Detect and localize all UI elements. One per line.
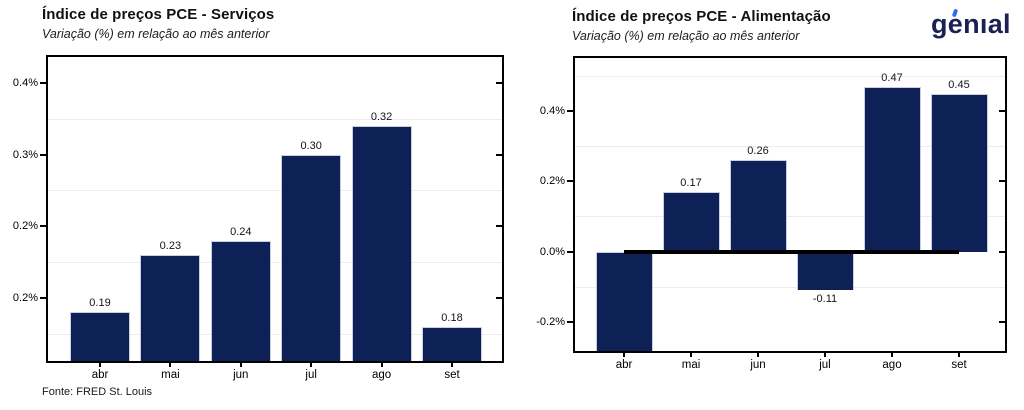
x-tick-label-ago: ago [882, 359, 902, 371]
bar-jun [729, 160, 787, 252]
bar-jun [210, 240, 271, 361]
source-note: Fonte: FRED St. Louis [42, 386, 153, 398]
genial-logo-text: genıal [931, 9, 1011, 39]
bar-value-label: -0.11 [812, 293, 838, 306]
y-axis-tick-right [496, 225, 502, 228]
x-axis-tick [623, 353, 625, 357]
bar-value-label: 0.23 [159, 239, 182, 252]
x-axis-tick [958, 353, 960, 357]
y-axis-tick [567, 250, 573, 253]
x-tick-label-ago: ago [372, 369, 392, 381]
x-tick-label-set: set [444, 369, 460, 381]
y-axis-tick-right [496, 81, 502, 84]
y-axis-tick-right [496, 153, 502, 156]
zero-line [624, 249, 959, 254]
y-axis-tick-right [999, 180, 1005, 183]
y-tick-label: 0.0% [539, 245, 565, 258]
gridline [575, 286, 1005, 288]
x-axis-tick [169, 363, 172, 367]
bar-value-label: 0.32 [370, 110, 393, 123]
gridline [48, 262, 502, 264]
y-axis-tick-right [496, 296, 502, 299]
gridline [575, 216, 1005, 218]
bar-jul [796, 251, 854, 291]
y-tick-label: 0.2% [12, 291, 38, 304]
y-axis-tick [40, 296, 46, 299]
bar-value-label: 0.18 [441, 311, 463, 324]
chart-subtitle-servicos: Variação (%) em relação ao mês anterior [42, 27, 270, 41]
bar-value-label: 0.30 [300, 139, 322, 152]
y-tick-label: 0.4% [12, 76, 38, 89]
x-tick-label-mai: mai [161, 369, 180, 381]
x-axis-tick [239, 363, 242, 367]
y-tick-label: 0.3% [12, 148, 38, 161]
gridline [48, 190, 502, 192]
y-tick-label: 0.2% [12, 220, 38, 233]
bar-ago [863, 86, 921, 252]
gridline [48, 118, 502, 120]
y-axis-tick [567, 320, 573, 323]
x-axis-tick [310, 363, 313, 367]
bar-value-label: 0.26 [747, 145, 769, 158]
y-axis-tick [567, 110, 573, 112]
chart-title-alimentacao: Índice de preços PCE - Alimentação [572, 8, 831, 25]
gridline [575, 146, 1005, 148]
y-tick-label: 0.4% [539, 105, 565, 117]
y-tick-label: -0.2% [536, 315, 565, 328]
x-axis-tick [757, 353, 759, 357]
bar-jul [281, 154, 342, 361]
x-tick-label-jul: jul [819, 359, 831, 371]
bar-set [930, 93, 988, 252]
bar-mai [140, 254, 201, 361]
bar-value-label: 0.19 [89, 297, 111, 310]
y-axis-tick-right [999, 250, 1005, 253]
gridline [575, 75, 1005, 77]
x-axis-tick [891, 353, 893, 357]
x-axis-tick [451, 363, 453, 367]
x-axis-tick [690, 353, 692, 357]
x-tick-label-jul: jul [305, 369, 317, 381]
chart-subtitle-alimentacao: Variação (%) em relação ao mês anterior [572, 29, 800, 43]
y-tick-label: 0.2% [539, 175, 565, 188]
x-tick-label-jun: jun [233, 369, 249, 381]
x-tick-label-abr: abr [615, 359, 633, 371]
title-block-servicos: Índice de preços PCE - Serviços Variação… [42, 6, 274, 41]
gridline [48, 333, 502, 335]
chart-title-servicos: Índice de preços PCE - Serviços [42, 6, 275, 23]
y-axis-tick [40, 225, 46, 228]
x-tick-label-abr: abr [91, 369, 109, 381]
x-axis-tick [824, 353, 826, 357]
y-axis-tick [40, 81, 46, 84]
x-axis-tick [99, 363, 101, 367]
x-tick-label-set: set [951, 359, 967, 371]
x-tick-label-mai: mai [681, 359, 701, 371]
title-block-alimentacao: Índice de preços PCE - Alimentação Varia… [572, 8, 831, 43]
bar-abr [70, 312, 130, 361]
bar-abr [595, 251, 653, 351]
y-axis-tick [40, 153, 46, 156]
y-axis-tick [567, 180, 573, 183]
plot-area-servicos: 0.4% 0.3% 0.2% 0.2% 0.19 0.23 0.24 0.30 0.32 0.18… [13, 55, 504, 381]
bar-value-label: 0.47 [881, 71, 903, 84]
y-axis-tick-right [999, 110, 1005, 112]
x-axis-tick [380, 363, 383, 367]
x-tick-label-jun: jun [750, 359, 766, 371]
genial-logo: genıal [931, 8, 1011, 40]
bar-value-label: 0.45 [948, 78, 970, 91]
bar-ago [351, 125, 412, 361]
bar-value-label: 0.17 [680, 176, 702, 189]
plot-area-alimentacao: 0.4% 0.2% 0.0% -0.2% 0.17 0.26 -0.11 0.47 0.45 ab… [536, 56, 1007, 371]
y-axis-tick-right [999, 320, 1005, 323]
bar-value-label: 0.24 [230, 225, 252, 238]
bar-mai [662, 191, 720, 252]
bar-set [422, 326, 482, 361]
